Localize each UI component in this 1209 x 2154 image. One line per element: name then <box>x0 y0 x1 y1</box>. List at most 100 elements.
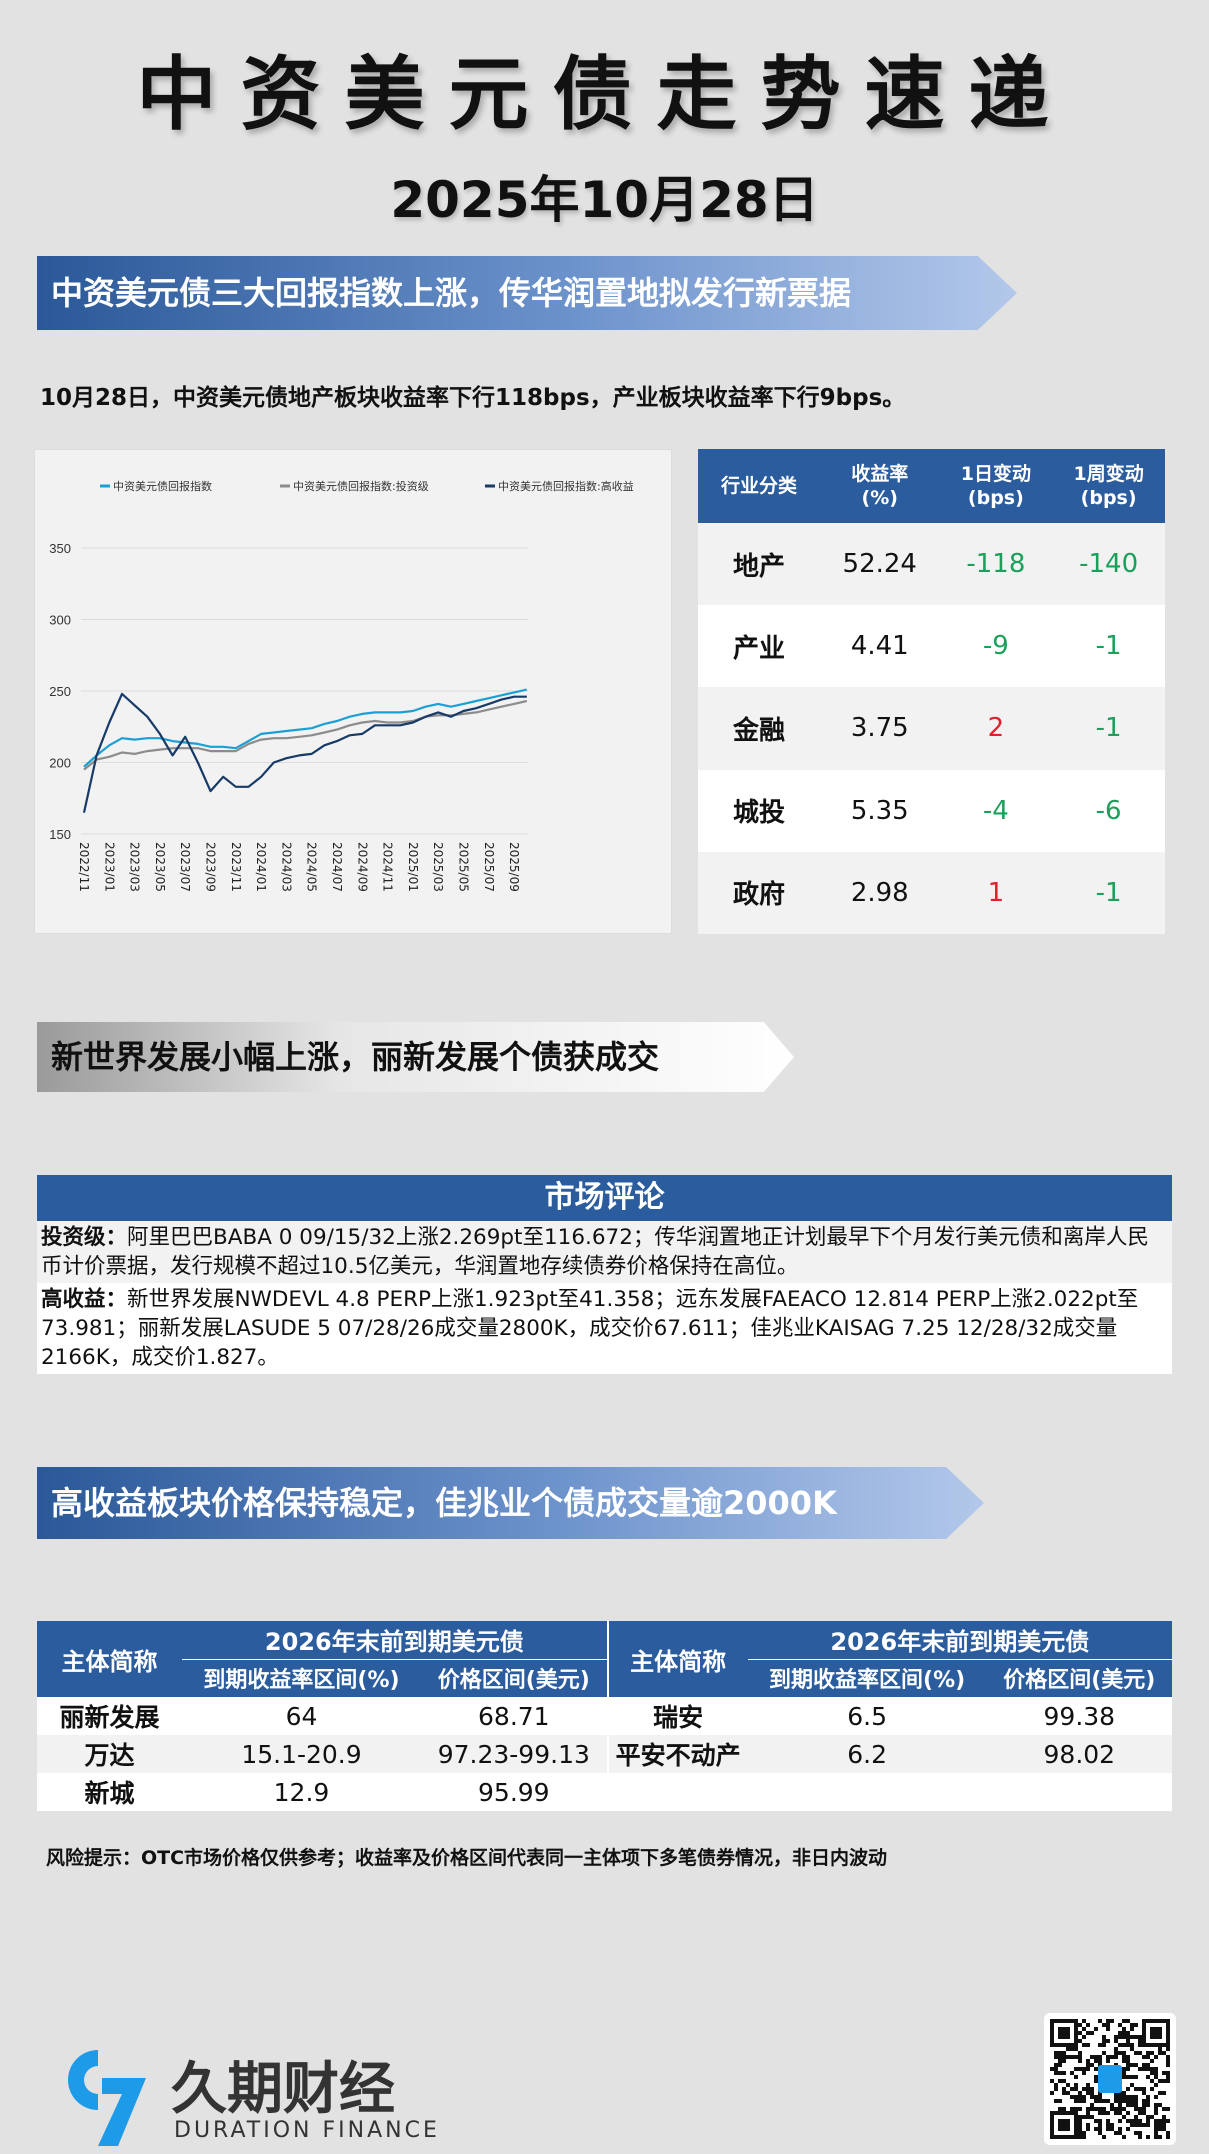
series-line-0 <box>83 688 528 768</box>
bond-left-name: 新城 <box>37 1773 182 1811</box>
bond-left-name: 丽新发展 <box>37 1697 182 1735</box>
legend-label: 中资美元债回报指数:投资级 <box>293 479 429 493</box>
brand-97-icon <box>68 2050 146 2146</box>
bond-right-price <box>986 1773 1172 1811</box>
commentary-hy: 高收益：新世界发展NWDEVL 4.8 PERP上涨1.923pt至41.358… <box>37 1283 1172 1374</box>
bond-left-price: 95.99 <box>421 1773 608 1811</box>
header-yield: 收益率 (%) <box>820 449 940 523</box>
table-row: 地产 52.24 -118 -140 <box>698 523 1165 606</box>
section-banner-3: 高收益板块价格保持稳定，佳兆业个债成交量逾2000K <box>37 1467 984 1539</box>
x-tick-label: 2025/01 <box>406 842 420 892</box>
bond-right-yield: 6.2 <box>747 1735 987 1773</box>
change-1d: 2 <box>939 687 1053 770</box>
hy-text: 新世界发展NWDEVL 4.8 PERP上涨1.923pt至41.358；远东发… <box>41 1287 1139 1370</box>
x-tick-label: 2024/11 <box>381 842 395 892</box>
market-commentary: 市场评论 投资级：阿里巴巴BABA 0 09/15/32上涨2.269pt至11… <box>37 1175 1172 1374</box>
x-tick-label: 2022/11 <box>77 842 91 892</box>
header-1d: 1日变动 (bps) <box>939 449 1053 523</box>
x-tick-label: 2024/03 <box>279 842 293 892</box>
header-1w: 1周变动 (bps) <box>1052 449 1165 523</box>
table-row: 政府 2.98 1 -1 <box>698 851 1165 934</box>
change-1w: -1 <box>1052 851 1165 934</box>
x-tick-label: 2025/09 <box>507 842 521 892</box>
change-1w: -140 <box>1052 523 1165 606</box>
x-tick-label: 2025/07 <box>482 842 496 892</box>
yield-header-left: 到期收益率区间(%) <box>182 1659 421 1697</box>
y-tick-label: 250 <box>49 684 71 699</box>
group-header-left: 2026年末前到期美元债 <box>182 1621 608 1660</box>
y-tick-label: 350 <box>49 541 71 556</box>
bond-left-yield: 64 <box>182 1697 421 1735</box>
bond-left-yield: 12.9 <box>182 1773 421 1811</box>
page-title: 中资美元债走势速递 <box>136 48 1073 141</box>
y-tick-label: 200 <box>49 756 71 771</box>
bond-right-name: 平安不动产 <box>606 1735 748 1773</box>
ig-label: 投资级： <box>41 1225 128 1250</box>
section-banner-2: 新世界发展小幅上涨，丽新发展个债获成交 <box>37 1022 794 1092</box>
sector-name: 城投 <box>698 769 821 852</box>
bond-table: 主体简称 2026年末前到期美元债 主体简称 2026年末前到期美元债 到期收益… <box>37 1621 1172 1811</box>
x-tick-label: 2023/09 <box>204 842 218 892</box>
x-tick-label: 2025/03 <box>431 842 445 892</box>
brand-logo: 久期财经 DURATION FINANCE <box>46 2040 466 2150</box>
sector-name: 政府 <box>698 851 821 934</box>
section-banner-1: 中资美元债三大回报指数上涨，传华润置地拟发行新票据 <box>37 256 1017 330</box>
bond-left-price: 68.71 <box>421 1697 608 1735</box>
bond-right-price: 98.02 <box>986 1735 1172 1773</box>
x-tick-label: 2023/05 <box>153 842 167 892</box>
table-row: 产业 4.41 -9 -1 <box>698 605 1165 688</box>
table-header-row: 行业分类 收益率 (%) 1日变动 (bps) 1周变动 (bps) <box>698 449 1165 523</box>
entity-header-right: 主体简称 <box>606 1621 748 1697</box>
bond-right-yield: 6.5 <box>747 1697 987 1735</box>
group-header-right: 2026年末前到期美元债 <box>747 1621 1172 1660</box>
sector-name: 产业 <box>698 605 821 688</box>
table-row: 新城 12.9 95.99 <box>37 1773 1172 1811</box>
hy-label: 高收益： <box>41 1287 128 1312</box>
sector-name: 金融 <box>698 687 821 770</box>
yield-header-right: 到期收益率区间(%) <box>747 1659 987 1697</box>
bond-right-name: 瑞安 <box>606 1697 748 1735</box>
risk-note: 风险提示：OTC市场价格仅供参考；收益率及价格区间代表同一主体项下多笔债券情况，… <box>46 1847 888 1869</box>
yield-value: 3.75 <box>820 687 940 770</box>
table-row: 城投 5.35 -4 -6 <box>698 769 1165 852</box>
change-1w: -1 <box>1052 605 1165 688</box>
entity-header-left: 主体简称 <box>37 1621 182 1697</box>
x-tick-label: 2023/11 <box>229 842 243 892</box>
commentary-ig: 投资级：阿里巴巴BABA 0 09/15/32上涨2.269pt至116.672… <box>37 1221 1172 1283</box>
legend-label: 中资美元债回报指数:高收益 <box>498 479 634 493</box>
sector-name: 地产 <box>698 523 821 606</box>
summary-text: 10月28日，中资美元债地产板块收益率下行118bps，产业板块收益率下行9bp… <box>40 385 906 411</box>
price-header-right: 价格区间(美元) <box>986 1659 1172 1697</box>
x-tick-label: 2025/05 <box>457 842 471 892</box>
x-tick-label: 2023/01 <box>102 842 116 892</box>
ig-text: 阿里巴巴BABA 0 09/15/32上涨2.269pt至116.672；传华润… <box>41 1225 1149 1279</box>
sector-yield-table: 行业分类 收益率 (%) 1日变动 (bps) 1周变动 (bps) 地产 52.… <box>698 449 1165 934</box>
x-tick-label: 2023/03 <box>128 842 142 892</box>
bond-right-yield <box>747 1773 987 1811</box>
table-row: 金融 3.75 2 -1 <box>698 687 1165 770</box>
bond-right-price: 99.38 <box>986 1697 1172 1735</box>
x-tick-label: 2024/09 <box>355 842 369 892</box>
y-tick-label: 300 <box>49 613 71 628</box>
index-line-chart: 150 200 250 300 350 2022/11 2023/01 2023/03 2023… <box>49 479 634 892</box>
x-tick-label: 2024/05 <box>305 842 319 892</box>
change-1d: 1 <box>939 851 1053 934</box>
brand-name-cn: 久期财经 <box>171 2057 395 2122</box>
table-row: 丽新发展 64 68.71 瑞安 6.5 99.38 <box>37 1697 1172 1735</box>
yield-value: 2.98 <box>820 851 940 934</box>
index-chart-panel: 150 200 250 300 350 2022/11 2023/01 2023/03 2023… <box>34 449 672 934</box>
x-tick-label: 2023/07 <box>178 842 192 892</box>
qr-code <box>1044 2013 1176 2145</box>
bond-left-yield: 15.1-20.9 <box>182 1735 421 1773</box>
x-tick-label: 2024/01 <box>254 842 268 892</box>
yield-value: 5.35 <box>820 769 940 852</box>
change-1d: -4 <box>939 769 1053 852</box>
series-line-2 <box>82 692 527 813</box>
yield-value: 52.24 <box>820 523 940 606</box>
header-sector: 行业分类 <box>698 449 821 523</box>
qr-code-image <box>1050 2019 1170 2139</box>
brand-name-en: DURATION FINANCE <box>174 2118 440 2143</box>
legend-label: 中资美元债回报指数 <box>113 479 212 493</box>
change-1d: -9 <box>939 605 1053 688</box>
table-row: 万达 15.1-20.9 97.23-99.13 平安不动产 6.2 98.02 <box>37 1735 1172 1773</box>
